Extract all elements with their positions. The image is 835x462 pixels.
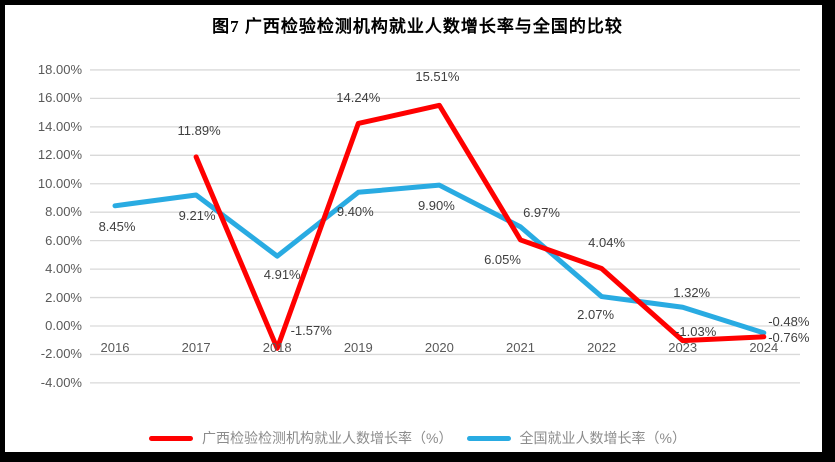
y-axis-tick-label: 18.00%	[37, 61, 82, 77]
y-axis-tick-label: 12.00%	[37, 147, 82, 163]
y-axis-tick-label: 2.00%	[45, 289, 82, 305]
data-label-national: 1.32%	[673, 285, 711, 301]
legend-label-national: 全国就业人数增长率（%）	[519, 430, 686, 446]
data-label-national: 4.91%	[263, 267, 301, 283]
legend-item-national: 全国就业人数增长率（%）	[466, 428, 686, 448]
y-axis-tick-label: 8.00%	[45, 204, 82, 220]
legend-item-guangxi: 广西检验检测机构就业人数增长率（%）	[149, 428, 453, 448]
data-label-guangxi: 11.89%	[177, 122, 221, 138]
x-axis-tick-label: 2017	[181, 340, 211, 355]
y-axis-tick-label: 14.00%	[37, 118, 82, 134]
data-label-guangxi: -1.03%	[675, 323, 717, 339]
guangxi-line-swatch-icon	[149, 435, 194, 441]
data-label-guangxi: -0.76%	[768, 329, 810, 345]
y-axis-tick-label: 16.00%	[37, 90, 82, 106]
data-label-guangxi: 14.24%	[336, 90, 381, 106]
x-axis-tick-label: 2020	[424, 340, 454, 355]
data-label-national: -0.48%	[768, 313, 810, 329]
data-label-national: 9.90%	[417, 198, 455, 214]
x-axis-tick-label: 2019	[343, 340, 373, 355]
data-label-guangxi: -1.57%	[290, 323, 332, 339]
chart-title: 图7 广西检验检测机构就业人数增长率与全国的比较	[212, 17, 623, 36]
data-label-national: 9.40%	[336, 204, 374, 220]
y-axis-tick-label: 10.00%	[37, 175, 82, 191]
legend: 广西检验检测机构就业人数增长率（%） 全国就业人数增长率（%）	[0, 428, 835, 448]
x-axis-tick-label: 2022	[587, 340, 617, 355]
national-line-swatch-icon	[466, 435, 511, 441]
data-label-guangxi: 4.04%	[588, 234, 626, 250]
x-axis-tick-label: 2021	[506, 340, 535, 355]
y-axis-tick-label: 4.00%	[45, 261, 82, 277]
data-label-national: 6.97%	[523, 204, 560, 220]
legend-label-guangxi: 广西检验检测机构就业人数增长率（%）	[202, 430, 453, 446]
y-axis-tick-label: -4.00%	[40, 374, 82, 390]
data-label-guangxi: 15.51%	[415, 69, 460, 85]
x-axis-tick-label: 2018	[262, 340, 292, 355]
data-label-guangxi: 6.05%	[484, 251, 521, 267]
y-axis-tick-label: 0.00%	[45, 318, 82, 333]
x-axis-tick-label: 2023	[668, 340, 698, 355]
data-label-national: 2.07%	[577, 306, 615, 322]
data-label-national: 9.21%	[178, 207, 216, 223]
y-axis-tick-label: -2.00%	[40, 346, 82, 362]
x-axis-tick-label: 2016	[100, 340, 130, 355]
y-axis-tick-label: 6.00%	[45, 232, 82, 248]
data-label-national: 8.45%	[98, 218, 136, 234]
x-axis-tick-label: 2024	[749, 340, 779, 355]
